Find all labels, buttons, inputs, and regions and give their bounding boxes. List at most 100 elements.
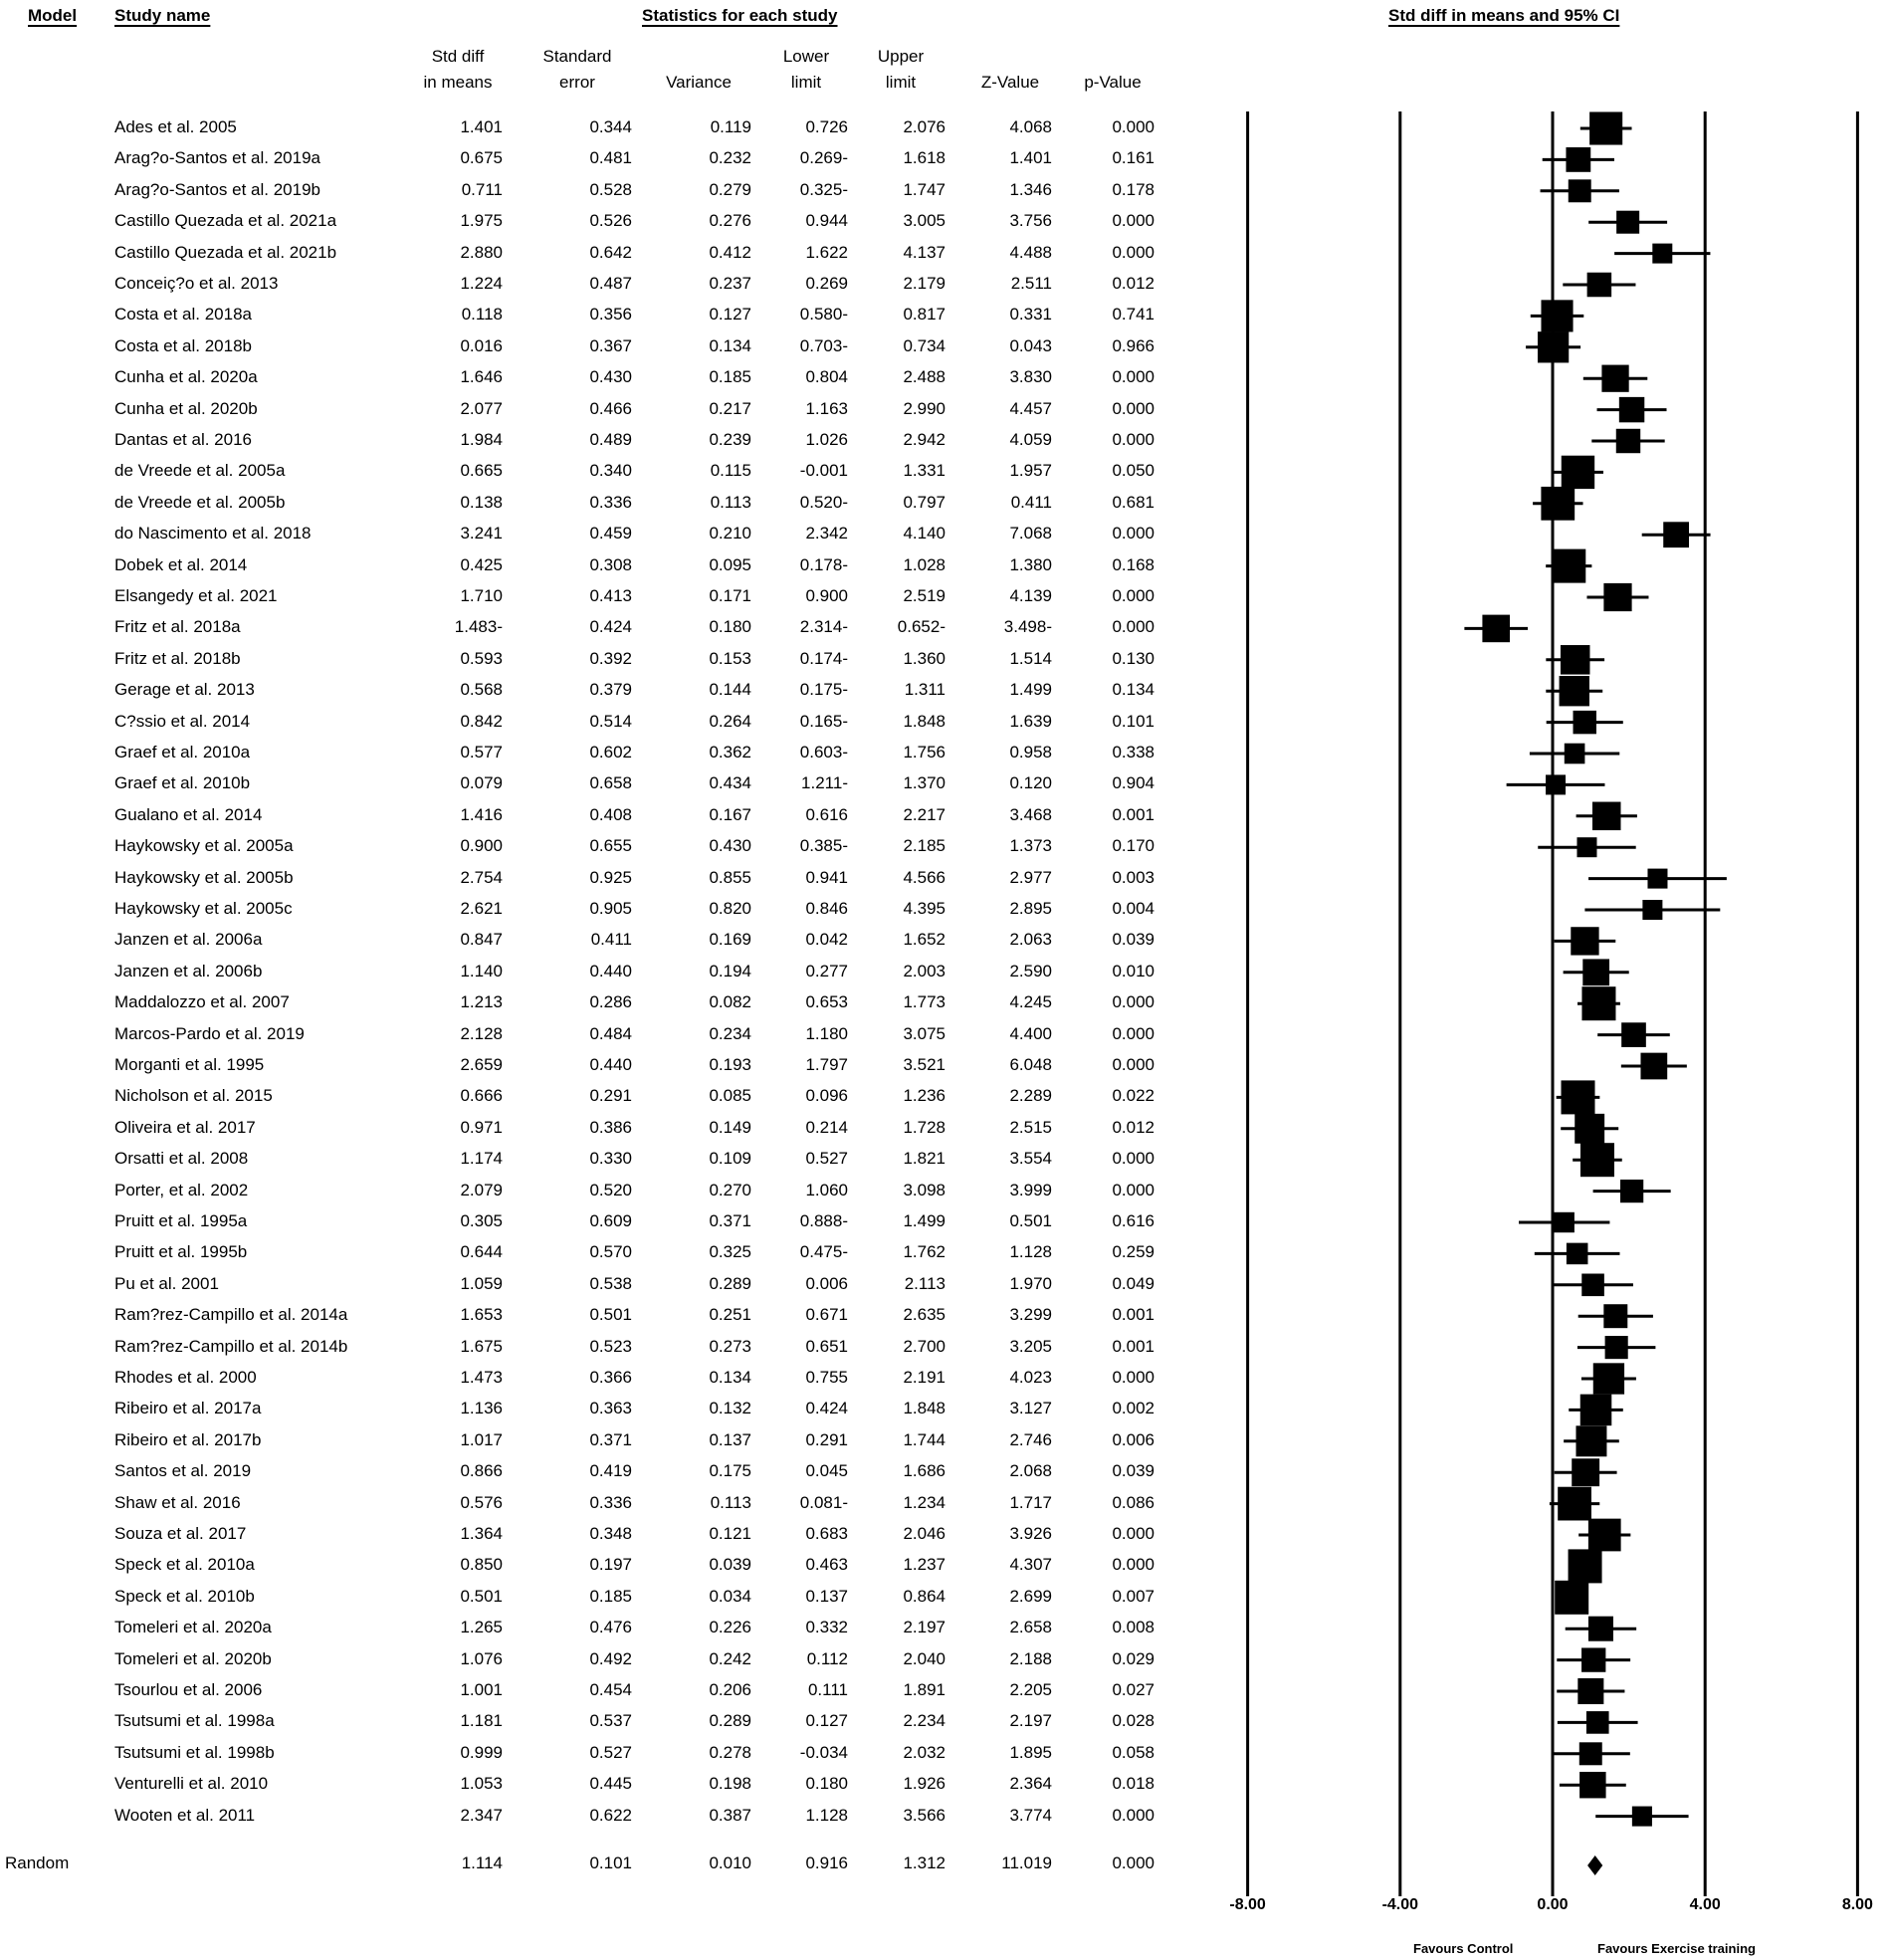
cell-z: 4.245 <box>1009 992 1052 1012</box>
cell-var: 0.132 <box>709 1399 751 1418</box>
cell-var: 0.082 <box>709 992 751 1012</box>
cell-z: 1.717 <box>1009 1492 1052 1512</box>
cell-p: 0.000 <box>1112 1524 1155 1543</box>
study-name: Orsatti et al. 2008 <box>114 1149 249 1169</box>
column-header-line2: limit <box>885 73 917 92</box>
x-tick-label: 4.00 <box>1689 1896 1721 1913</box>
cell-var: 0.237 <box>709 274 751 293</box>
cell-se: 0.366 <box>589 1368 632 1387</box>
cell-hi: 0.864 <box>903 1586 946 1606</box>
cell-lo: 0.180 <box>805 1774 848 1794</box>
cell-z: 4.023 <box>1009 1368 1052 1387</box>
table-row: Pu et al. 2001 1.059 0.538 0.289 0.006 2.113 1… <box>0 1274 1194 1302</box>
cell-smd: 1.646 <box>460 367 503 387</box>
cell-z: 2.658 <box>1009 1618 1052 1637</box>
study-name: Graef et al. 2010b <box>114 773 251 793</box>
table-row: Fritz et al. 2018a 1.483- 0.424 0.180 2.314-… <box>0 617 1194 645</box>
cell-var: 0.169 <box>709 930 751 950</box>
cell-se: 0.602 <box>589 743 632 762</box>
cell-lo: 0.463 <box>805 1555 848 1575</box>
cell-hi: 2.076 <box>903 117 946 136</box>
cell-smd: 1.053 <box>460 1774 503 1794</box>
cell-lo: 0.277 <box>805 961 848 980</box>
table-row: Oliveira et al. 2017 0.971 0.386 0.149 0.214… <box>0 1118 1194 1146</box>
cell-smd: 2.754 <box>460 867 503 887</box>
table-row: Costa et al. 2018a 0.118 0.356 0.127 0.580- 0… <box>0 305 1194 332</box>
table-row: Ades et al. 2005 1.401 0.344 0.119 0.726 2.07… <box>0 117 1194 145</box>
cell-lo: 0.683 <box>805 1524 848 1543</box>
cell-se: 0.487 <box>589 274 632 293</box>
cell-var: 0.270 <box>709 1180 751 1199</box>
effect-square <box>1603 1304 1628 1329</box>
cell-hi: 1.312 <box>903 1853 946 1872</box>
effect-square <box>1585 1711 1609 1734</box>
cell-p: 0.000 <box>1112 1055 1155 1074</box>
cell-z: 6.048 <box>1009 1055 1052 1074</box>
cell-se: 0.655 <box>589 836 632 856</box>
cell-hi: 1.762 <box>903 1242 946 1262</box>
table-row: Gerage et al. 2013 0.568 0.379 0.144 0.175- 1… <box>0 680 1194 708</box>
cell-lo: 0.042 <box>805 930 848 950</box>
cell-z: 3.926 <box>1009 1524 1052 1543</box>
cell-z: 0.331 <box>1009 305 1052 325</box>
cell-p: 0.003 <box>1112 867 1155 887</box>
table-row: Porter, et al. 2002 2.079 0.520 0.270 1.060 3… <box>0 1181 1194 1208</box>
cell-var: 0.430 <box>709 836 751 856</box>
cell-hi: 4.140 <box>903 524 946 544</box>
cell-p: 0.000 <box>1112 367 1155 387</box>
cell-smd: 0.138 <box>460 492 503 512</box>
table-row: Pruitt et al. 1995a 0.305 0.609 0.371 0.888-… <box>0 1211 1194 1239</box>
column-header-line2: p-Value <box>1084 73 1142 92</box>
cell-var: 0.144 <box>709 680 751 700</box>
study-name: Costa et al. 2018a <box>114 305 252 325</box>
cell-smd: 0.971 <box>460 1117 503 1137</box>
cell-lo: 1.026 <box>805 430 848 449</box>
cell-se: 0.622 <box>589 1805 632 1825</box>
cell-var: 0.194 <box>709 961 751 980</box>
table-row: Haykowsky et al. 2005a 0.900 0.655 0.430 0.3… <box>0 836 1194 864</box>
cell-z: 1.957 <box>1009 461 1052 481</box>
cell-z: 1.895 <box>1009 1742 1052 1762</box>
cell-z: 1.346 <box>1009 179 1052 199</box>
cell-z: 1.128 <box>1009 1242 1052 1262</box>
cell-se: 0.481 <box>589 148 632 168</box>
effect-square <box>1640 1052 1668 1080</box>
study-name: Ribeiro et al. 2017a <box>114 1399 262 1418</box>
effect-square <box>1576 837 1597 858</box>
cell-z: 0.043 <box>1009 335 1052 355</box>
cell-p: 0.741 <box>1112 305 1155 325</box>
cell-smd: 0.016 <box>460 335 503 355</box>
cell-se: 0.476 <box>589 1618 632 1637</box>
cell-p: 0.000 <box>1112 992 1155 1012</box>
study-name: Tsutsumi et al. 1998a <box>114 1711 275 1731</box>
cell-hi: 1.618 <box>903 148 946 168</box>
cell-var: 0.855 <box>709 867 751 887</box>
cell-hi: 2.046 <box>903 1524 946 1543</box>
x-tick-label: -4.00 <box>1381 1896 1419 1913</box>
cell-lo: 0.804 <box>805 367 848 387</box>
cell-var: 0.115 <box>710 461 751 481</box>
cell-lo: 0.332 <box>805 1618 848 1637</box>
table-row: Marcos-Pardo et al. 2019 2.128 0.484 0.234 1… <box>0 1024 1194 1052</box>
cell-lo: 1.163 <box>805 398 848 418</box>
cell-se: 0.642 <box>589 242 632 262</box>
study-name: Janzen et al. 2006b <box>114 961 263 980</box>
cell-z: 4.457 <box>1009 398 1052 418</box>
effect-square <box>1586 272 1612 298</box>
effect-square <box>1587 1518 1621 1552</box>
cell-lo: 0.111 <box>807 1680 848 1699</box>
study-name: Haykowsky et al. 2005c <box>114 899 293 918</box>
cell-var: 0.180 <box>709 617 751 637</box>
table-row: Ribeiro et al. 2017a 1.136 0.363 0.132 0.424… <box>0 1399 1194 1426</box>
cell-var: 0.113 <box>710 1492 751 1512</box>
cell-p: 0.000 <box>1112 398 1155 418</box>
cell-z: 2.699 <box>1009 1586 1052 1606</box>
cell-lo: 1.211- <box>801 773 848 793</box>
cell-var: 0.276 <box>709 211 751 231</box>
effect-square <box>1560 645 1590 675</box>
cell-lo: 1.797 <box>805 1055 848 1074</box>
cell-smd: 1.483- <box>454 617 503 637</box>
study-name: Pu et al. 2001 <box>114 1273 219 1293</box>
table-row: Cunha et al. 2020b 2.077 0.466 0.217 1.163 2.… <box>0 399 1194 427</box>
cell-p: 0.000 <box>1112 211 1155 231</box>
